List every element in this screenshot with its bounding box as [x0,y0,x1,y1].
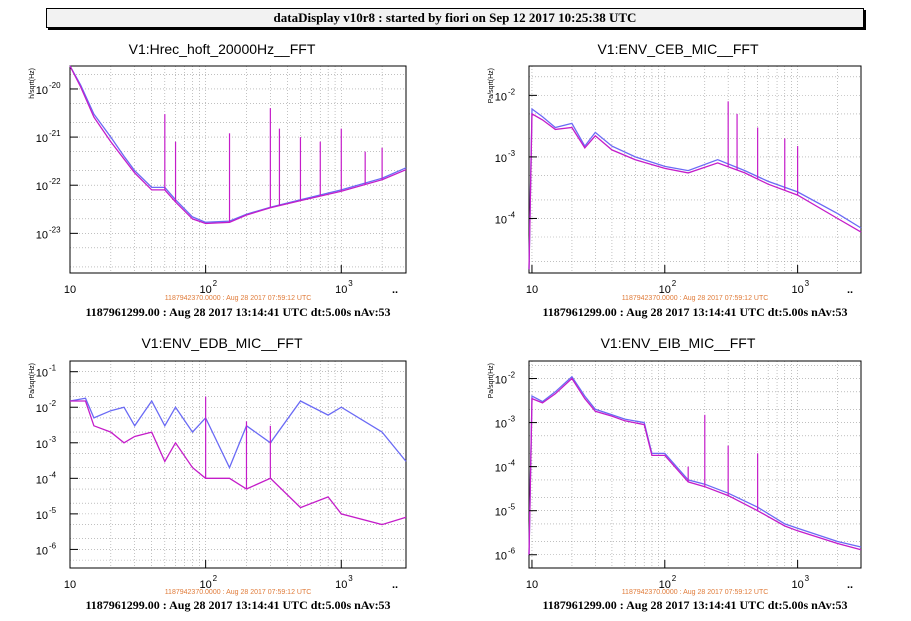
x-tick-label: 10 [335,284,347,296]
y-tick-label: 10 [36,403,48,415]
x-tick-label: 10 [659,284,671,296]
y-tick-exponent: -2 [508,87,516,96]
x-tick-label: 10 [526,284,538,296]
reference-time-label: 1187942370.0000 : Aug 28 2017 07:59:12 U… [165,589,312,596]
y-tick-exponent: -22 [49,177,61,186]
y-tick-label: 10 [36,181,48,193]
acquisition-info: 1187961299.00 : Aug 28 2017 13:14:41 UTC… [542,598,847,612]
y-axis-label: Pa/sqrt(Hz) [488,68,495,103]
y-tick-label: 10 [36,545,48,557]
y-axis-label: Pa/sqrt(Hz) [29,363,36,398]
x-tick-exponent: 2 [672,574,677,583]
y-tick-label: 10 [495,375,507,387]
plot-frame [69,65,407,274]
series-line-blue [69,397,407,470]
y-tick-label: 10 [495,91,507,103]
y-axis-label: h/sqrt(Hz) [29,68,36,99]
plot-frame [528,360,862,569]
x-tick-label: 10 [526,579,538,591]
y-tick-label: 10 [495,551,507,563]
plot-frame [528,65,862,274]
x-tick-label: 10 [791,579,803,591]
series-line-blue [528,375,862,555]
y-tick-exponent: -4 [508,459,516,468]
series-line-magenta [69,65,407,225]
y-tick-exponent: -1 [49,364,57,373]
y-tick-exponent: -5 [508,503,516,512]
y-tick-exponent: -20 [49,81,61,90]
series-line-blue [69,65,407,223]
acquisition-info: 1187961299.00 : Aug 28 2017 13:14:41 UTC… [542,305,847,319]
y-tick-label: 10 [36,439,48,451]
acquisition-info: 1187961299.00 : Aug 28 2017 13:14:41 UTC… [85,305,390,319]
y-tick-label: 10 [36,85,48,97]
y-tick-exponent: -21 [49,129,61,138]
reference-time-label: 1187942370.0000 : Aug 28 2017 07:59:12 U… [165,295,312,302]
acquisition-info: 1187961299.00 : Aug 28 2017 13:14:41 UTC… [85,598,390,612]
y-tick-label: 10 [36,229,48,241]
plot-frame [69,360,407,569]
window-title: dataDisplay v10r8 : started by fiori on … [46,8,864,28]
y-tick-label: 10 [495,214,507,226]
x-tick-exponent: 3 [805,574,810,583]
y-tick-exponent: -4 [49,470,57,479]
x-axis-overflow-marker: .. [847,579,853,591]
x-tick-exponent: 2 [213,574,218,583]
x-axis-overflow-marker: .. [392,284,398,296]
y-tick-exponent: -6 [508,547,516,556]
reference-time-label: 1187942370.0000 : Aug 28 2017 07:59:12 U… [622,295,769,302]
y-tick-exponent: -3 [49,435,57,444]
x-tick-label: 10 [64,579,76,591]
x-tick-exponent: 3 [805,279,810,288]
y-tick-label: 10 [36,368,48,380]
chart-title: V1:ENV_CEB_MIC__FFT [597,41,758,57]
y-tick-exponent: -2 [508,371,516,380]
y-tick-label: 10 [495,419,507,431]
series-line-magenta [528,112,862,270]
x-tick-label: 10 [335,579,347,591]
y-tick-exponent: -2 [49,399,57,408]
x-tick-exponent: 2 [213,279,218,288]
y-tick-label: 10 [36,133,48,145]
y-tick-exponent: -23 [49,225,61,234]
series-line-magenta [70,400,407,526]
y-tick-label: 10 [36,474,48,486]
y-tick-exponent: -3 [508,415,516,424]
chart-title: V1:ENV_EIB_MIC__FFT [601,335,756,351]
x-tick-exponent: 3 [348,574,353,583]
x-tick-label: 10 [64,284,76,296]
chart-title: V1:Hrec_hoft_20000Hz__FFT [129,41,316,57]
y-tick-exponent: -4 [508,210,516,219]
x-tick-exponent: 3 [348,279,353,288]
y-tick-label: 10 [36,510,48,522]
x-tick-exponent: 2 [672,279,677,288]
y-tick-exponent: -6 [49,541,57,550]
y-tick-exponent: -5 [49,506,57,515]
x-tick-label: 10 [659,579,671,591]
series-line-blue [528,107,862,270]
y-axis-label: Pa/sqrt(Hz) [488,363,495,398]
series-line-magenta [528,377,862,555]
y-tick-label: 10 [495,507,507,519]
x-axis-overflow-marker: .. [392,579,398,591]
y-tick-label: 10 [495,153,507,165]
x-axis-overflow-marker: .. [847,284,853,296]
y-tick-exponent: -3 [508,149,516,158]
y-tick-label: 10 [495,463,507,475]
reference-time-label: 1187942370.0000 : Aug 28 2017 07:59:12 U… [622,589,769,596]
x-tick-label: 10 [200,579,212,591]
x-tick-label: 10 [200,284,212,296]
chart-title: V1:ENV_EDB_MIC__FFT [141,335,302,351]
x-tick-label: 10 [791,284,803,296]
